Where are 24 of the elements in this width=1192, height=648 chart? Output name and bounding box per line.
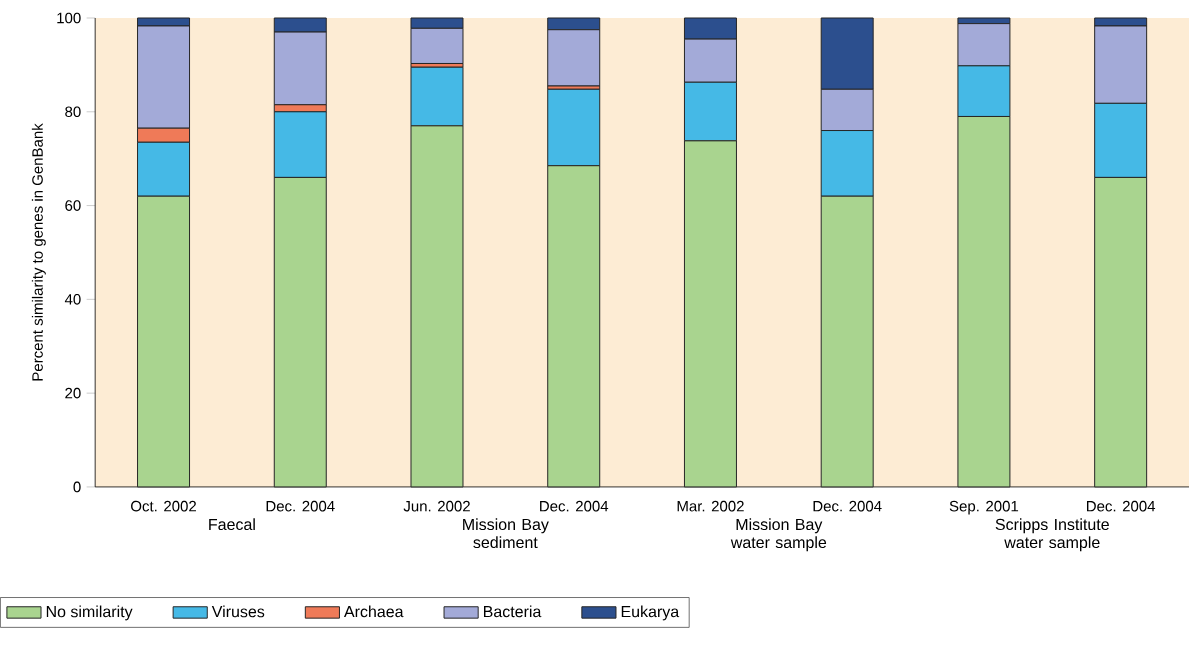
y-tick-label: 60	[65, 200, 81, 211]
y-tick-label: 40	[64, 294, 81, 305]
text: Mission Bay sediment	[463, 518, 549, 549]
legend-label: Archaea	[343, 605, 404, 618]
y-tick-label: 100	[57, 12, 81, 24]
legend-label: No similarity	[46, 605, 133, 621]
y-tick-label: 0	[73, 481, 81, 493]
x-tick-label: Dec. 2004	[266, 500, 335, 512]
y-tick-label: 20	[65, 387, 81, 399]
x-tick-label: Dec. 2004	[813, 500, 882, 512]
text: Faecal	[209, 518, 255, 531]
legend-label: Eukarya	[621, 605, 680, 621]
y-tick-label: 80	[65, 106, 81, 118]
x-tick-label: Dec. 2004	[540, 500, 609, 512]
x-tick-label: Jun. 2002	[403, 500, 470, 512]
x-tick-label: Oct. 2002	[131, 500, 196, 512]
x-tick-label: Dec. 2004	[1086, 500, 1156, 512]
x-tick-label: Sep. 2001	[949, 500, 1019, 515]
legend-label: Viruses	[211, 605, 265, 618]
y-axis-title: Percent similarity to genes in GenBank	[31, 123, 46, 381]
x-tick-label: Mar. 2002	[677, 500, 744, 512]
text: Scripps Institute water sample	[995, 518, 1109, 552]
legend-label: Bacteria	[483, 605, 542, 618]
text: Mission Bay water sample	[730, 518, 827, 552]
